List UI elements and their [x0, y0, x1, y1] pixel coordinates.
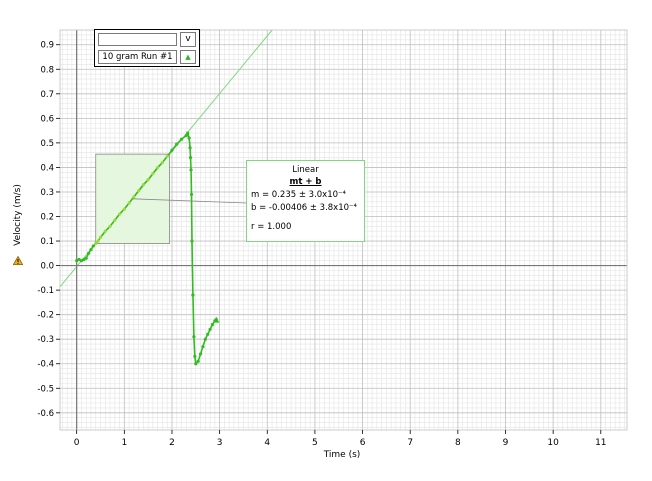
y-tick-label: 0.3: [40, 188, 54, 198]
data-point: [198, 352, 203, 356]
x-tick-label: 10: [547, 438, 559, 448]
x-axis-title[interactable]: Time (s): [323, 450, 361, 460]
y-tick-label: 0.6: [40, 114, 54, 124]
data-point: [196, 359, 200, 363]
data-point: [79, 259, 84, 263]
data-point: [179, 137, 184, 141]
data-point: [186, 131, 190, 135]
data-point: [189, 168, 193, 172]
data-point: [137, 189, 141, 193]
fit-intercept-value: b = -0.00406 ± 3.8x10⁻⁴: [251, 203, 357, 213]
x-tick-label: 7: [407, 438, 413, 448]
y-tick-label: 0.4: [40, 163, 54, 173]
warning-icon: [13, 256, 23, 265]
data-point: [156, 165, 160, 170]
fit-correlation-value: r = 1.000: [251, 222, 292, 232]
x-tick-label: 6: [360, 438, 366, 448]
x-tick-label: 11: [595, 438, 606, 448]
data-point: [103, 229, 107, 233]
y-tick-label: 0.2: [40, 213, 54, 223]
data-point: [141, 183, 145, 187]
x-tick-label: 8: [455, 438, 461, 448]
y-tick-label: -0.6: [37, 409, 54, 419]
y-axis-ticks: -0.6 -0.5 -0.4 -0.3 -0.2 -0.1 0.0 0.1 0.2 0.3 0.4 0…: [37, 41, 60, 419]
series-end-marker: [213, 316, 220, 323]
fit-annotation-leader: [132, 198, 247, 204]
y-tick-label: -0.3: [37, 335, 54, 345]
data-point: [96, 239, 100, 243]
data-point: [170, 148, 174, 152]
legend-search-input[interactable]: [98, 33, 177, 46]
data-point: [184, 133, 188, 138]
data-point: [113, 218, 117, 222]
data-point: [117, 212, 122, 216]
y-tick-label: -0.2: [37, 311, 54, 321]
data-point: [188, 156, 193, 160]
data-point: [203, 337, 207, 341]
data-point: [208, 327, 212, 331]
linear-fit-annotation[interactable]: Linear mt + b m = 0.235 ± 3.0x10⁻⁴ b = -…: [246, 160, 365, 242]
data-point: [165, 154, 169, 158]
data-point: [84, 256, 88, 260]
legend-run-label[interactable]: 10 gram Run #1: [98, 50, 177, 64]
data-point: [193, 354, 197, 358]
x-axis-ticks: 0 1 2 3 4 5 6 7 8 9 10 11: [74, 430, 607, 448]
x-tick-label: 5: [312, 438, 318, 448]
data-point: [210, 322, 215, 327]
y-tick-label: 0.8: [40, 65, 54, 75]
data-point: [108, 224, 112, 228]
y-tick-label: 0.0: [40, 262, 54, 272]
triangle-marker-icon[interactable]: ▲: [180, 50, 196, 64]
data-point: [175, 142, 179, 146]
data-point: [146, 178, 150, 182]
data-point: [189, 192, 194, 197]
data-point: [151, 171, 155, 176]
data-point: [122, 207, 126, 211]
y-axis-title[interactable]: Velocity (m/s): [13, 184, 23, 246]
data-point: [75, 259, 79, 263]
fit-slope-value: m = 0.235 ± 3.0x10⁻⁴: [251, 190, 346, 200]
data-point: [91, 244, 95, 248]
data-point: [127, 201, 131, 205]
x-tick-label: 1: [121, 438, 127, 448]
data-point: [201, 344, 205, 349]
x-tick-label: 3: [217, 438, 223, 448]
data-point: [188, 146, 192, 150]
y-tick-label: 0.7: [40, 90, 54, 100]
data-points: [75, 131, 220, 366]
y-tick-label: -0.1: [37, 286, 54, 296]
plot-frame: [59, 29, 628, 431]
data-point: [82, 257, 86, 262]
data-point: [192, 335, 196, 339]
data-point: [190, 239, 194, 243]
y-tick-label: 0.1: [40, 237, 54, 247]
data-point: [206, 332, 210, 336]
y-tick-label: 0.5: [40, 139, 54, 149]
x-tick-label: 0: [74, 438, 80, 448]
data-point: [194, 362, 198, 366]
data-point: [132, 195, 136, 199]
data-point: [187, 136, 191, 140]
axes: [59, 29, 628, 431]
x-tick-label: 2: [169, 438, 175, 448]
data-point: [160, 160, 165, 165]
y-tick-label: -0.5: [37, 384, 54, 394]
fit-equation: mt + b: [289, 177, 322, 187]
data-point: [77, 257, 81, 262]
data-point: [98, 235, 103, 239]
data-point: [94, 241, 98, 246]
data-point: [86, 251, 91, 255]
x-tick-label: 9: [503, 438, 509, 448]
fit-title: Linear: [292, 165, 319, 175]
y-tick-label: -0.4: [37, 360, 54, 370]
legend-panel: v 10 gram Run #1 ▲: [94, 29, 200, 67]
column-dropdown-button[interactable]: v: [180, 32, 196, 47]
x-tick-label: 4: [264, 438, 270, 448]
y-tick-label: 0.9: [40, 41, 54, 51]
data-point: [191, 293, 195, 297]
data-point: [89, 248, 93, 252]
